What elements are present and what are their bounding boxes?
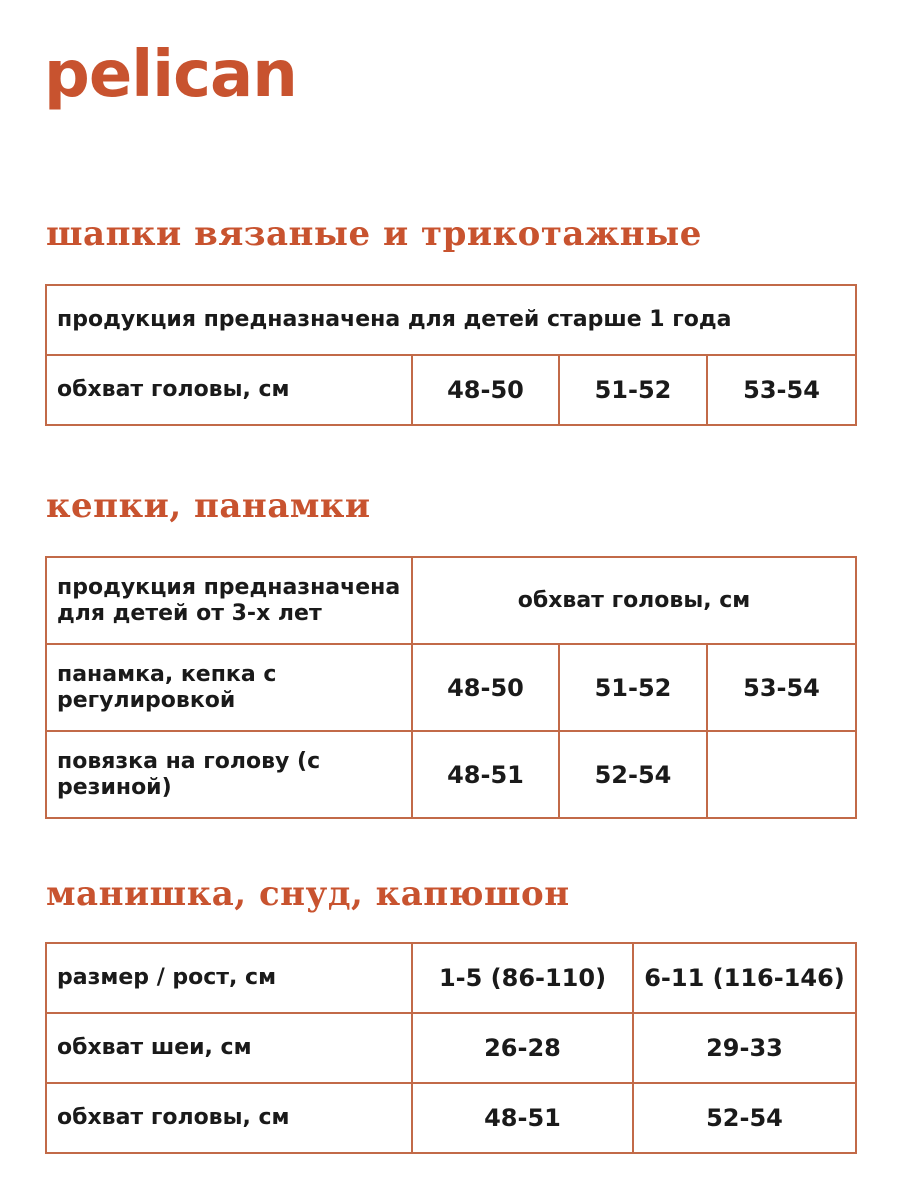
size-cell: 53-54	[705, 354, 858, 426]
age-note: продукция предназначена для детей от 3-х…	[45, 556, 413, 645]
size-cell: 53-54	[705, 643, 858, 732]
table-row: размер / рост, см 1-5 (86-110) 6-11 (116…	[45, 942, 857, 1014]
size-cell: 6-11 (116-146)	[632, 942, 857, 1014]
row-label: обхват шеи, см	[45, 1012, 413, 1084]
age-note: продукция предназначена для детей старше…	[44, 284, 858, 356]
table-row: обхват шеи, см 26-28 29-33	[45, 1012, 857, 1084]
table-row: обхват головы, см 48-50 51-52 53-54	[45, 354, 858, 426]
size-cell: 48-50	[411, 354, 560, 426]
row-label: обхват головы, см	[45, 354, 413, 426]
table-row: панамка, кепка с регулировкой 48-50 51-5…	[45, 643, 858, 732]
table-row: обхват головы, см 48-51 52-54	[45, 1082, 857, 1154]
size-cell: 51-52	[558, 643, 708, 732]
table-row: продукция предназначена для детей старше…	[44, 284, 858, 356]
size-cell: 48-50	[411, 643, 560, 732]
table-row: продукция предназначена для детей от 3-х…	[45, 556, 858, 645]
size-cell: 1-5 (86-110)	[411, 942, 634, 1014]
snood-size-table: размер / рост, см 1-5 (86-110) 6-11 (116…	[45, 942, 857, 1154]
row-label: повязка на голову (с резиной)	[45, 730, 413, 819]
table-row: повязка на голову (с резиной) 48-51 52-5…	[45, 730, 858, 819]
size-cell: 48-51	[411, 730, 560, 819]
size-cell: 29-33	[632, 1012, 857, 1084]
hats-size-table: продукция предназначена для детей старше…	[44, 284, 858, 426]
size-cell	[705, 730, 858, 819]
row-label: размер / рост, см	[45, 942, 413, 1014]
section-title-hats: шапки вязаные и трикотажные	[46, 214, 702, 254]
pelican-logo: pelican	[44, 38, 298, 112]
row-label: обхват головы, см	[45, 1082, 413, 1154]
caps-size-table: продукция предназначена для детей от 3-х…	[45, 556, 858, 819]
section-title-caps: кепки, панамки	[46, 486, 371, 526]
size-cell: 52-54	[632, 1082, 857, 1154]
row-label: панамка, кепка с регулировкой	[45, 643, 413, 732]
section-title-snood: манишка, снуд, капюшон	[46, 874, 570, 914]
column-header: обхват головы, см	[410, 556, 858, 645]
size-cell: 26-28	[411, 1012, 634, 1084]
size-cell: 52-54	[558, 730, 708, 819]
size-cell: 48-51	[411, 1082, 634, 1154]
size-cell: 51-52	[558, 354, 708, 426]
